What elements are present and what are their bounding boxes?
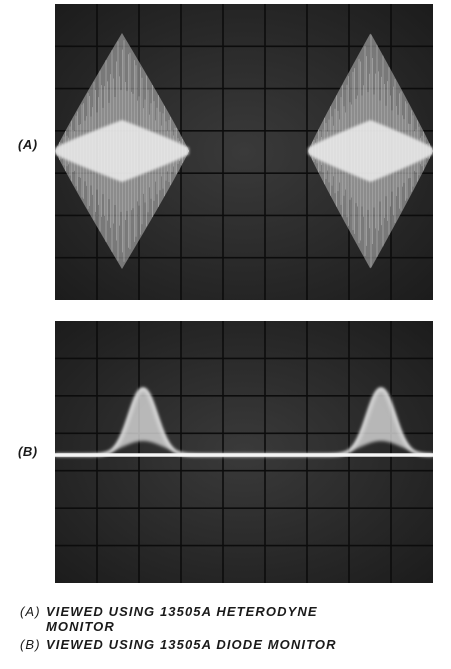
caption-a-line1: VIEWED USING 13505A HETERODYNE [46,604,318,619]
caption-a-line2: MONITOR [46,619,115,634]
pulse-fill [55,389,433,455]
caption-b-tag: (B) [20,637,41,652]
detected-pulse-trace [55,387,433,457]
caption-b-line1: VIEWED USING 13505A DIODE MONITOR [46,637,337,652]
oscilloscope-display-a [55,4,433,300]
modulated-rf-envelope [55,33,433,269]
screen-background [55,321,433,583]
panel-a-label: (A) [18,137,38,152]
caption-a-tag: (A) [20,604,41,619]
oscilloscope-display-b [55,321,433,583]
caption-b: (B) VIEWED USING 13505A DIODE MONITOR [20,637,450,652]
panel-b-label: (B) [18,444,38,459]
diode-waveform-plot [55,321,433,583]
caption-a: (A) VIEWED USING 13505A HETERODYNE MONITO… [20,604,450,634]
graticule-grid [55,321,433,583]
heterodyne-waveform-plot [55,4,433,300]
